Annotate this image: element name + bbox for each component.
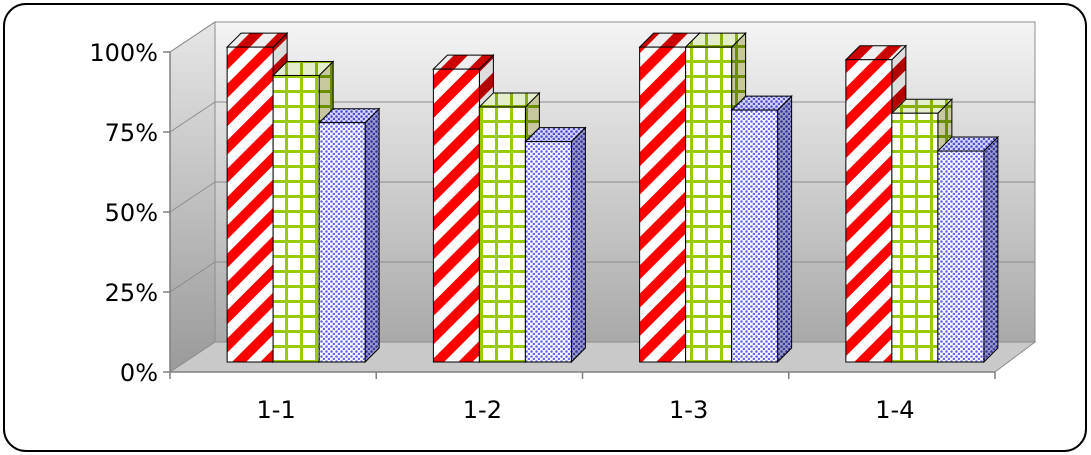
bar-front xyxy=(685,46,733,363)
bar-front xyxy=(639,46,687,363)
bar-side xyxy=(777,94,793,364)
bar-front xyxy=(318,122,366,363)
bar-front xyxy=(891,112,939,363)
x-category-label: 1-4 xyxy=(875,396,914,424)
y-tick-label: 0% xyxy=(120,359,158,387)
gridline-side xyxy=(169,21,216,53)
bar-side xyxy=(570,126,586,364)
y-tick-label: 25% xyxy=(105,279,158,307)
x-category-label: 1-2 xyxy=(463,396,502,424)
gridline-side xyxy=(169,261,216,293)
bar-front xyxy=(845,59,893,363)
bar-front xyxy=(226,46,274,363)
category-labels: 1-1 1-2 1-3 1-4 xyxy=(257,396,915,424)
bar-side xyxy=(364,107,380,364)
x-category-label: 1-3 xyxy=(669,396,708,424)
y-tick-labels: 0% 25% 50% 75% 100% xyxy=(89,39,170,387)
bar-front xyxy=(524,141,572,363)
bar-side xyxy=(983,135,999,364)
bar-front xyxy=(432,68,480,363)
bars xyxy=(225,31,1000,364)
bar-front xyxy=(937,150,985,363)
bar xyxy=(730,94,793,364)
bar xyxy=(936,135,1000,364)
bar-front xyxy=(272,74,320,363)
y-tick-label: 50% xyxy=(105,199,158,227)
gridline-side xyxy=(169,181,216,213)
y-tick-label: 100% xyxy=(89,39,158,67)
bar-front xyxy=(731,109,779,363)
bar xyxy=(524,126,587,364)
y-tick-label: 75% xyxy=(105,119,158,147)
gridline-side xyxy=(169,101,216,133)
bar xyxy=(317,107,381,364)
x-tick-marks xyxy=(169,372,996,379)
x-category-label: 1-1 xyxy=(257,396,296,424)
bar-front xyxy=(478,106,526,363)
